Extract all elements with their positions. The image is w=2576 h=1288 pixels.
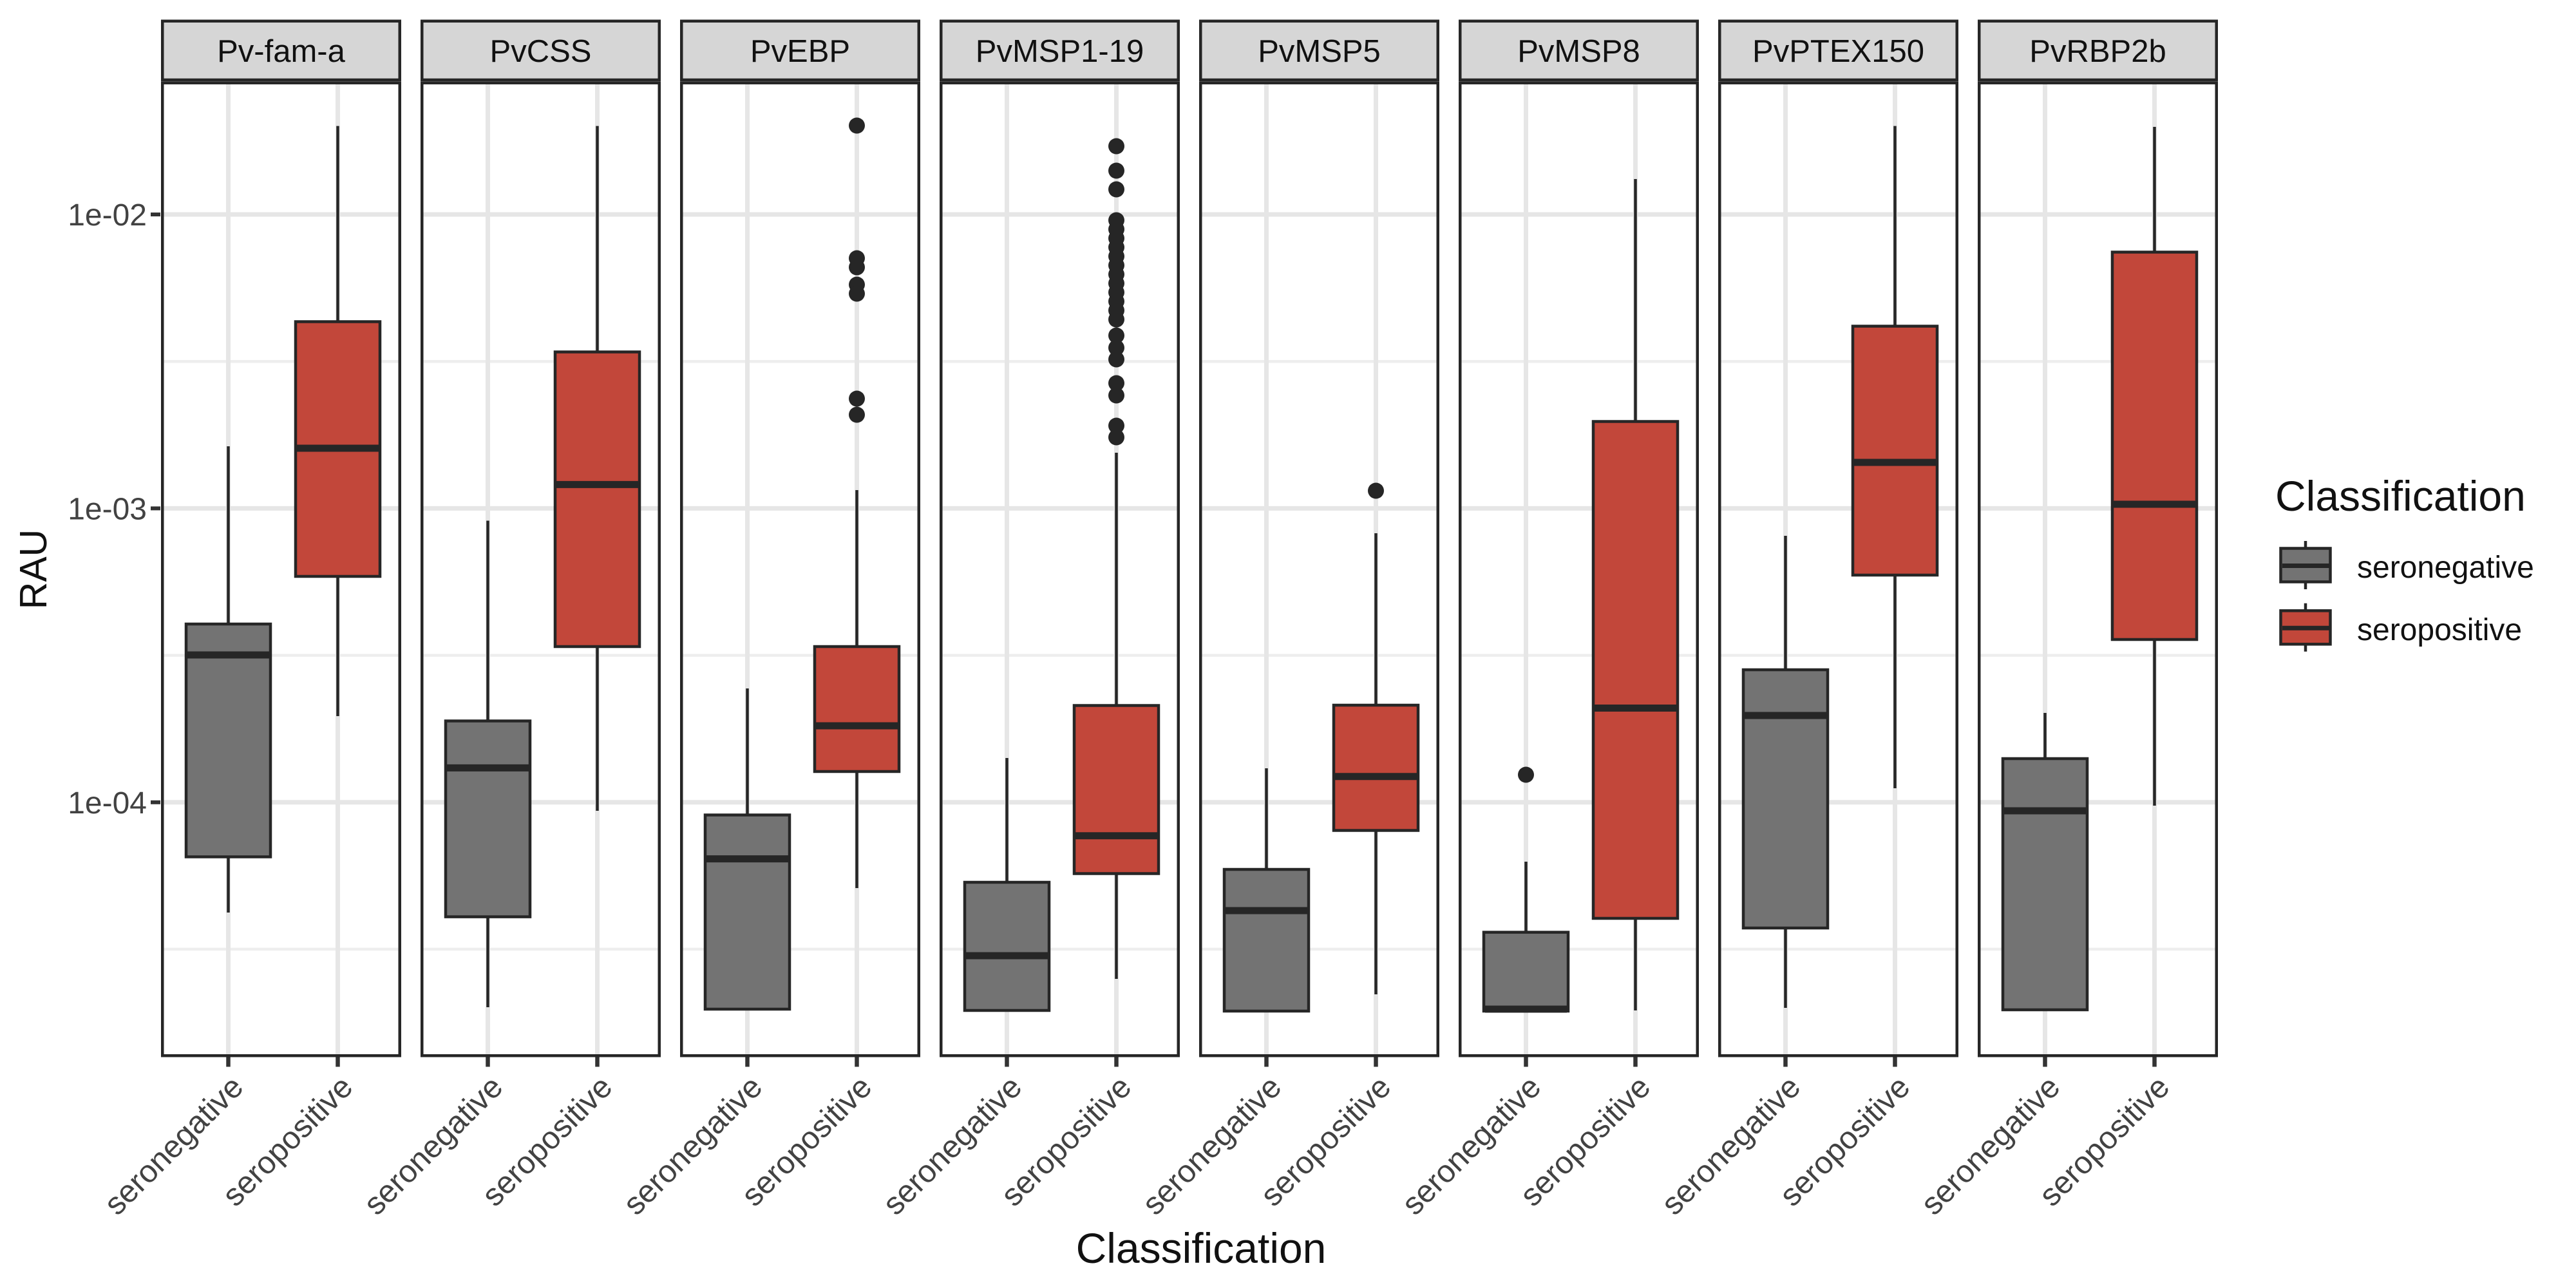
svg-text:PvMSP5: PvMSP5	[1258, 34, 1381, 69]
svg-text:PvPTEX150: PvPTEX150	[1752, 34, 1924, 69]
svg-text:Classification: Classification	[2275, 472, 2526, 520]
svg-text:PvMSP1-19: PvMSP1-19	[976, 34, 1144, 69]
svg-text:RAU: RAU	[12, 529, 55, 610]
svg-text:PvEBP: PvEBP	[750, 34, 850, 69]
svg-text:Pv-fam-a: Pv-fam-a	[217, 34, 346, 69]
svg-text:PvMSP8: PvMSP8	[1517, 34, 1640, 69]
svg-text:1e-02: 1e-02	[68, 198, 147, 232]
svg-text:Classification: Classification	[1076, 1224, 1327, 1272]
svg-text:PvCSS: PvCSS	[490, 34, 592, 69]
svg-text:seropositive: seropositive	[2357, 613, 2522, 647]
svg-text:seronegative: seronegative	[2357, 551, 2534, 585]
svg-text:1e-03: 1e-03	[68, 492, 147, 526]
svg-text:PvRBP2b: PvRBP2b	[2029, 34, 2166, 69]
svg-text:1e-04: 1e-04	[68, 786, 147, 820]
